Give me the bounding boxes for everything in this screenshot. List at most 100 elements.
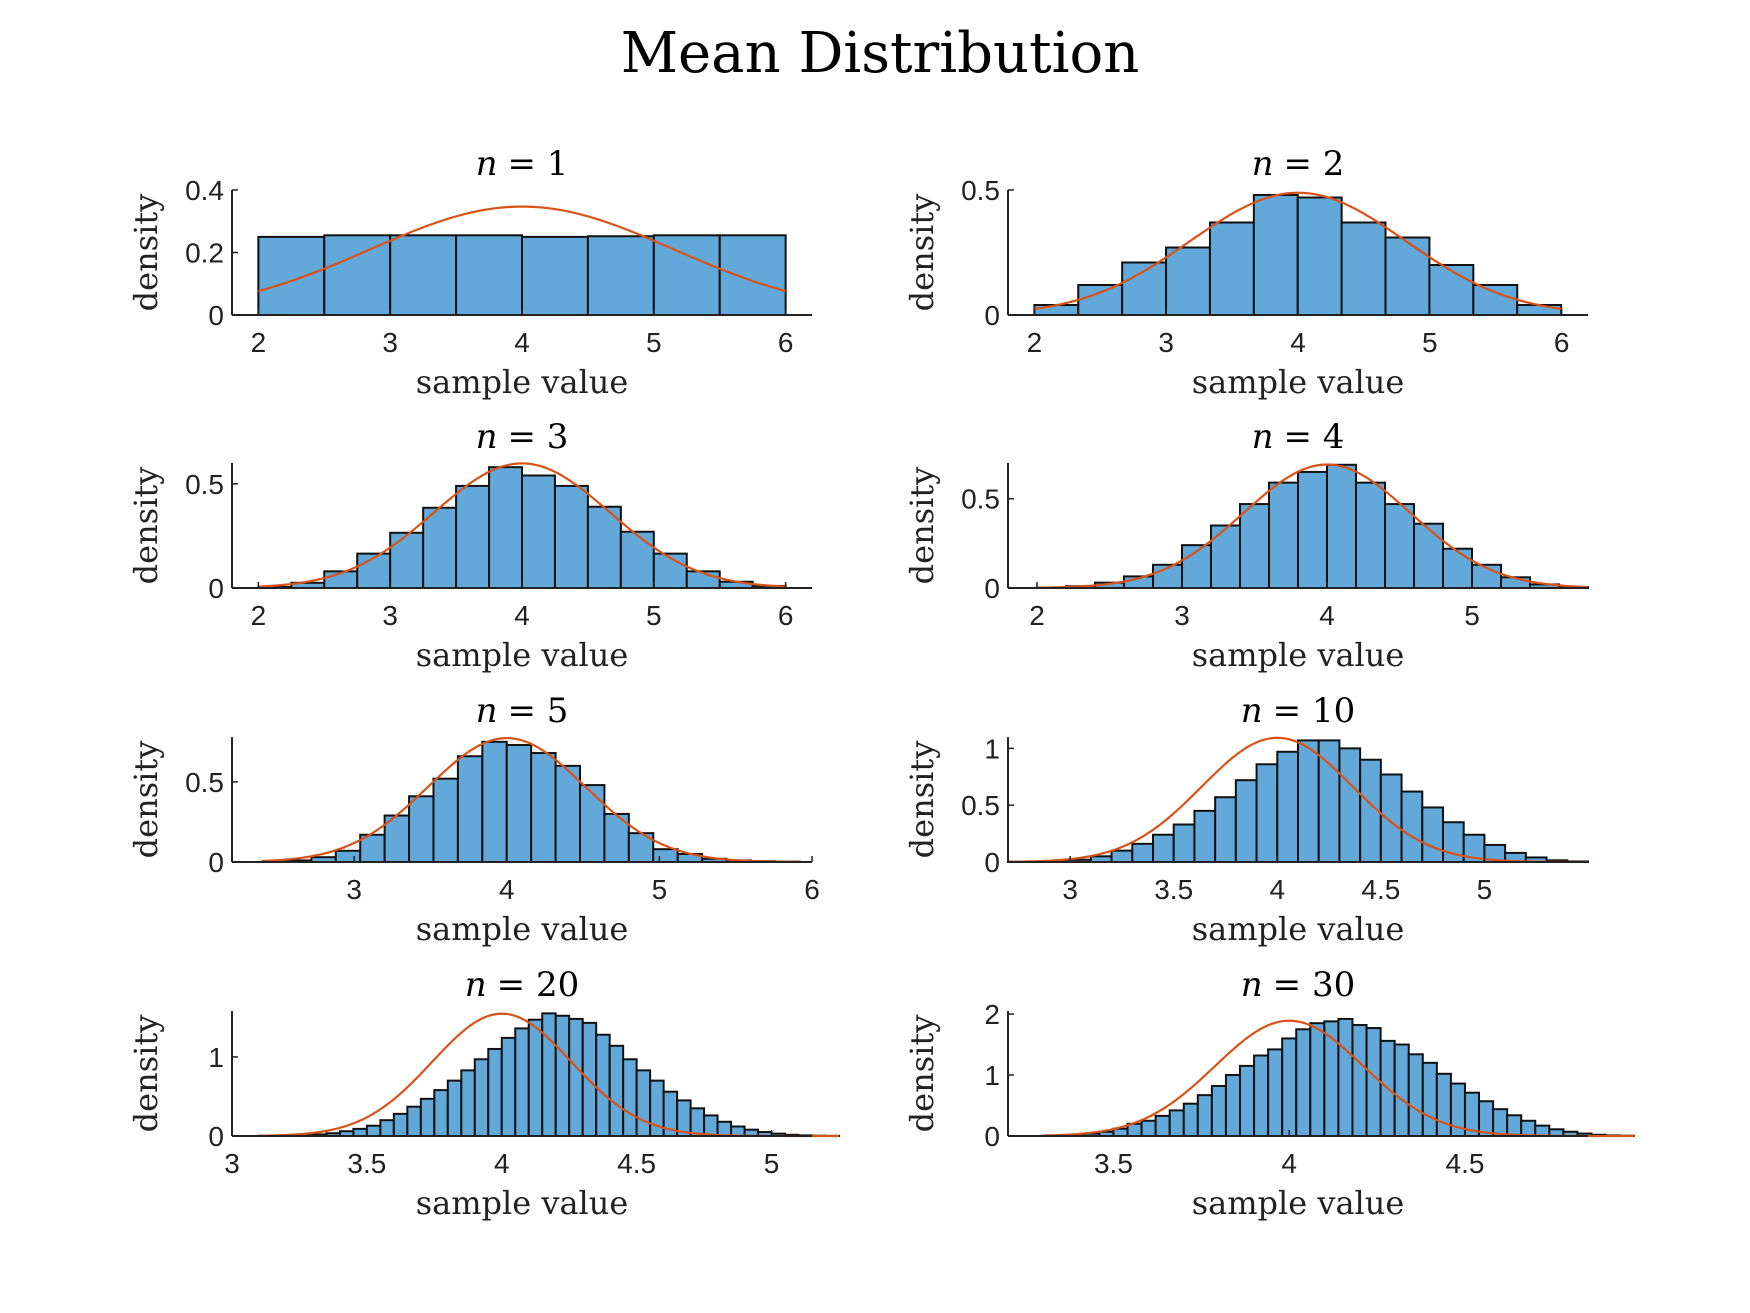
histogram-bar: [635, 1069, 652, 1137]
histogram-bar: [1384, 503, 1415, 590]
histogram-bar: [1506, 1114, 1523, 1138]
histogram-bar: [1413, 522, 1444, 590]
x-tick-label: 4: [494, 1148, 510, 1179]
histogram-bar: [455, 484, 491, 590]
x-axis-label: sample value: [416, 363, 629, 401]
y-axis-label: density: [903, 194, 941, 312]
histogram-bar: [1210, 1085, 1227, 1137]
histogram-bar: [586, 505, 622, 589]
subplot-title: n = 10: [1241, 691, 1355, 731]
y-tick-label: 0: [208, 300, 224, 331]
histogram-bar: [1267, 1048, 1284, 1138]
histogram-bar: [1033, 304, 1080, 316]
subplot-3: 2 3 4 5 6 0 0.5 n = 3 sample value density: [127, 417, 812, 674]
histogram-bar: [1472, 284, 1519, 316]
subplot-title: n = 1: [476, 144, 569, 184]
histogram-bar: [1255, 763, 1279, 864]
histogram-bar: [1268, 481, 1299, 590]
histogram-bar: [1214, 796, 1237, 863]
x-tick-label: 2: [1027, 327, 1043, 358]
histogram-bar: [1295, 1028, 1312, 1138]
subplot-title-eq: = 1: [507, 144, 568, 184]
y-axis-label: density: [127, 741, 165, 859]
histogram-bar: [383, 814, 411, 864]
histogram-bar: [1421, 806, 1445, 864]
histogram-bar: [521, 474, 556, 589]
histogram-bar: [1340, 221, 1387, 316]
x-tick-label: 5: [646, 600, 662, 631]
histogram-bar: [619, 530, 655, 589]
histogram-bar: [1326, 463, 1357, 590]
y-tick-label: 0: [984, 1121, 1000, 1152]
y-tick-label: 1: [984, 1060, 1000, 1091]
x-axis-label: sample value: [416, 910, 629, 948]
histogram-bar: [487, 1047, 503, 1137]
y-axis-label: density: [903, 467, 941, 585]
x-tick-label: 3: [1174, 600, 1190, 631]
subplot-title-eq: = 5: [507, 691, 568, 731]
x-tick-label: 5: [1422, 327, 1438, 358]
histogram-bar: [505, 744, 533, 864]
x-tick-label: 2: [251, 327, 267, 358]
y-tick-label: 0: [208, 1121, 224, 1152]
subplot-title-eq: = 4: [1283, 417, 1344, 457]
subplot-1: 2 3 4 5 6 0 0.2 0.4 n = 1 sample value density: [127, 144, 812, 401]
histogram-bar: [1208, 221, 1255, 316]
histogram-bar: [1338, 747, 1362, 863]
histogram-bar: [1337, 1017, 1354, 1137]
x-tick-label: 4: [514, 600, 530, 631]
normal-pdf-curve: [1036, 463, 1589, 589]
histogram-bar: [1297, 739, 1320, 863]
normal-pdf-curve: [262, 736, 800, 863]
subplot-title-eq: = 2: [1283, 144, 1344, 184]
x-tick-label: 3: [224, 1148, 240, 1179]
subplot-title-eq: = 3: [507, 417, 568, 457]
histogram-bar: [352, 1127, 368, 1138]
histogram-bar: [554, 1014, 571, 1137]
histogram-bar: [488, 466, 523, 590]
x-tick-label: 4: [1269, 874, 1285, 905]
histogram-bar: [1168, 1109, 1185, 1138]
histogram-bar: [1196, 1094, 1213, 1138]
histogram-bar: [718, 234, 787, 316]
subplot-title: n = 3: [476, 417, 569, 457]
x-tick-label: 5: [1477, 874, 1493, 905]
histogram-bar: [1182, 1102, 1199, 1138]
figure-title: Mean Distribution: [621, 21, 1140, 86]
x-tick-label: 4: [514, 327, 530, 358]
x-tick-label: 4: [1290, 327, 1306, 358]
subplot-6: 3 3.5 4 4.5 5 0 0.5 1 n = 10 sample value density: [903, 691, 1590, 948]
histogram-bar: [1428, 264, 1475, 316]
histogram-bar: [1210, 524, 1241, 589]
x-tick-label: 4.5: [1361, 874, 1400, 905]
x-tick-label: 5: [646, 327, 662, 358]
y-tick-label: 1: [208, 1042, 224, 1073]
y-tick-label: 2: [984, 999, 1000, 1030]
x-axis-label: sample value: [1192, 363, 1405, 401]
histogram-bar: [1112, 1127, 1129, 1138]
histogram-bar: [1384, 236, 1431, 316]
histogram-bar: [1234, 779, 1258, 863]
subplot-title: n = 30: [1241, 965, 1355, 1005]
histogram-bar: [473, 1058, 490, 1138]
subplot-title-eq: = 10: [1273, 691, 1356, 731]
x-tick-label: 3: [382, 600, 398, 631]
x-tick-label: 3.5: [347, 1148, 386, 1179]
y-tick-label: 0.5: [961, 175, 1000, 206]
subplot-title-var: n: [1252, 144, 1274, 184]
histogram-bar: [455, 234, 523, 316]
histogram-bar: [1407, 1053, 1424, 1138]
histogram-bar: [323, 234, 392, 316]
histogram-bar: [365, 1124, 382, 1137]
x-axis-label: sample value: [1192, 636, 1405, 674]
histogram-bar: [389, 531, 425, 589]
histogram-bar: [1131, 842, 1155, 864]
histogram-bar: [481, 740, 508, 863]
x-axis-label: sample value: [1192, 910, 1405, 948]
histogram-bar: [334, 849, 362, 864]
histogram-bar: [1379, 773, 1403, 863]
x-tick-label: 5: [764, 1148, 780, 1179]
histogram-bar: [433, 1089, 449, 1137]
x-tick-label: 3: [1158, 327, 1174, 358]
